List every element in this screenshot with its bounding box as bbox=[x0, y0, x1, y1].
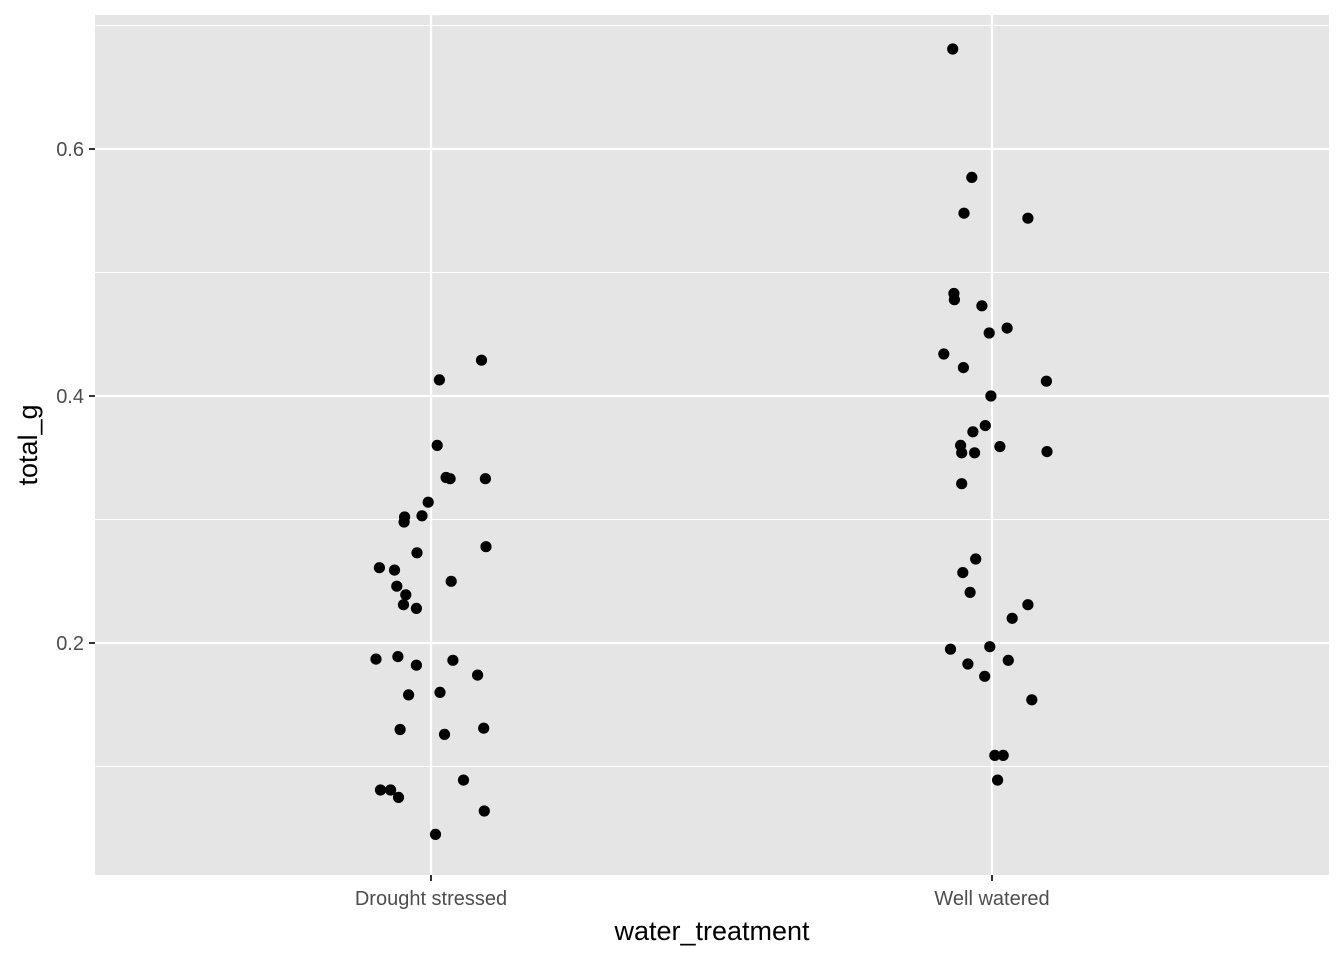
y-tick-label: 0.4 bbox=[56, 386, 84, 408]
data-point bbox=[992, 774, 1004, 786]
data-point bbox=[388, 564, 401, 576]
data-point bbox=[985, 390, 997, 402]
data-point bbox=[1022, 599, 1034, 611]
data-point bbox=[966, 171, 978, 183]
data-point bbox=[479, 473, 491, 485]
data-point bbox=[391, 580, 403, 592]
data-point bbox=[394, 723, 406, 736]
data-point bbox=[480, 541, 492, 553]
data-point bbox=[392, 651, 404, 663]
data-point bbox=[1001, 322, 1013, 334]
data-point bbox=[957, 362, 970, 374]
data-point bbox=[433, 374, 445, 386]
data-point bbox=[1041, 446, 1053, 458]
data-point bbox=[410, 659, 422, 671]
data-point bbox=[948, 294, 961, 306]
data-point bbox=[983, 327, 995, 339]
data-point bbox=[411, 547, 423, 559]
data-point bbox=[400, 589, 412, 601]
data-point bbox=[392, 791, 405, 804]
data-point bbox=[431, 439, 443, 451]
data-point bbox=[989, 749, 1001, 762]
data-point bbox=[475, 354, 488, 366]
x-tick-label: Well watered bbox=[934, 888, 1049, 910]
data-point bbox=[938, 348, 950, 360]
data-point bbox=[1002, 654, 1014, 666]
minor-gridlines bbox=[95, 24, 1329, 768]
data-point bbox=[1022, 212, 1034, 224]
y-tick-label: 0.6 bbox=[56, 139, 84, 161]
x-axis-title: water_treatment bbox=[613, 916, 810, 946]
data-point bbox=[1026, 694, 1038, 706]
data-point bbox=[969, 447, 981, 459]
data-point bbox=[445, 575, 457, 587]
x-tick-label: Drought stressed bbox=[355, 888, 507, 910]
data-point bbox=[956, 447, 968, 459]
data-point bbox=[979, 420, 991, 432]
data-point bbox=[947, 43, 959, 55]
data-point bbox=[370, 653, 382, 665]
data-point bbox=[984, 641, 996, 653]
data-point bbox=[422, 496, 434, 508]
major-gridlines bbox=[95, 15, 1329, 875]
data-point bbox=[457, 774, 470, 786]
data-point bbox=[1040, 375, 1052, 387]
data-point bbox=[970, 553, 982, 565]
data-point bbox=[944, 643, 957, 655]
plot-panel bbox=[95, 15, 1329, 875]
x-axis: Drought stressed Well watered bbox=[355, 875, 1050, 910]
data-point bbox=[447, 654, 459, 666]
data-point bbox=[472, 669, 484, 681]
data-point bbox=[416, 510, 428, 522]
y-axis-title: total_g bbox=[13, 404, 43, 485]
data-point bbox=[962, 658, 974, 670]
data-point bbox=[403, 689, 415, 701]
data-point bbox=[478, 722, 490, 734]
data-point bbox=[398, 516, 410, 528]
data-point bbox=[410, 602, 422, 615]
data-point bbox=[385, 784, 397, 796]
data-point bbox=[997, 749, 1009, 762]
data-point bbox=[957, 567, 969, 579]
data-point bbox=[964, 586, 976, 599]
data-point bbox=[478, 805, 490, 817]
data-point bbox=[373, 562, 385, 574]
data-point bbox=[438, 728, 451, 741]
y-tick-label: 0.2 bbox=[56, 633, 84, 655]
data-point bbox=[429, 828, 442, 841]
data-point bbox=[434, 686, 446, 699]
data-point bbox=[956, 478, 968, 490]
data-point bbox=[976, 300, 988, 312]
data-points bbox=[370, 43, 1053, 841]
data-point bbox=[1006, 612, 1018, 624]
data-point bbox=[958, 207, 970, 219]
data-point bbox=[397, 599, 410, 611]
data-point bbox=[374, 784, 387, 796]
data-point bbox=[444, 473, 456, 485]
data-point bbox=[967, 426, 979, 438]
data-point bbox=[994, 441, 1006, 453]
data-point bbox=[979, 670, 991, 682]
y-axis: 0.2 0.4 0.6 bbox=[56, 139, 95, 655]
